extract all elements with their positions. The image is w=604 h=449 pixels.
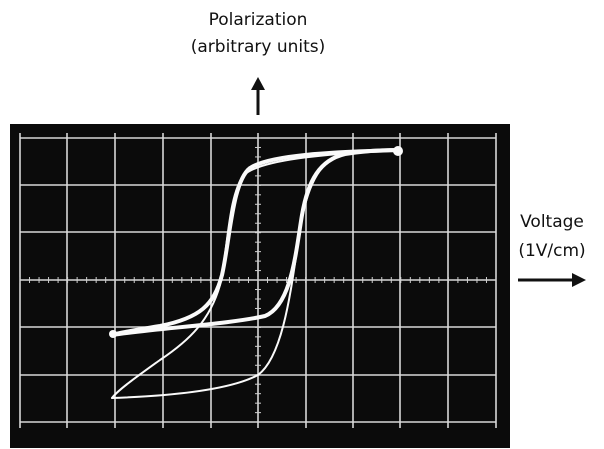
x-axis-title: Voltage	[520, 212, 584, 232]
oscilloscope-figure: Polarization (arbitrary units) Voltage (…	[0, 0, 604, 449]
y-axis-subtitle: (arbitrary units)	[191, 37, 326, 57]
screen	[10, 124, 510, 448]
trace-tip	[393, 146, 403, 156]
up-arrow	[251, 77, 265, 115]
right-arrow	[518, 273, 586, 287]
x-axis-subtitle: (1V/cm)	[518, 241, 585, 261]
trace-end	[109, 330, 117, 338]
y-axis-title: Polarization	[209, 10, 308, 30]
